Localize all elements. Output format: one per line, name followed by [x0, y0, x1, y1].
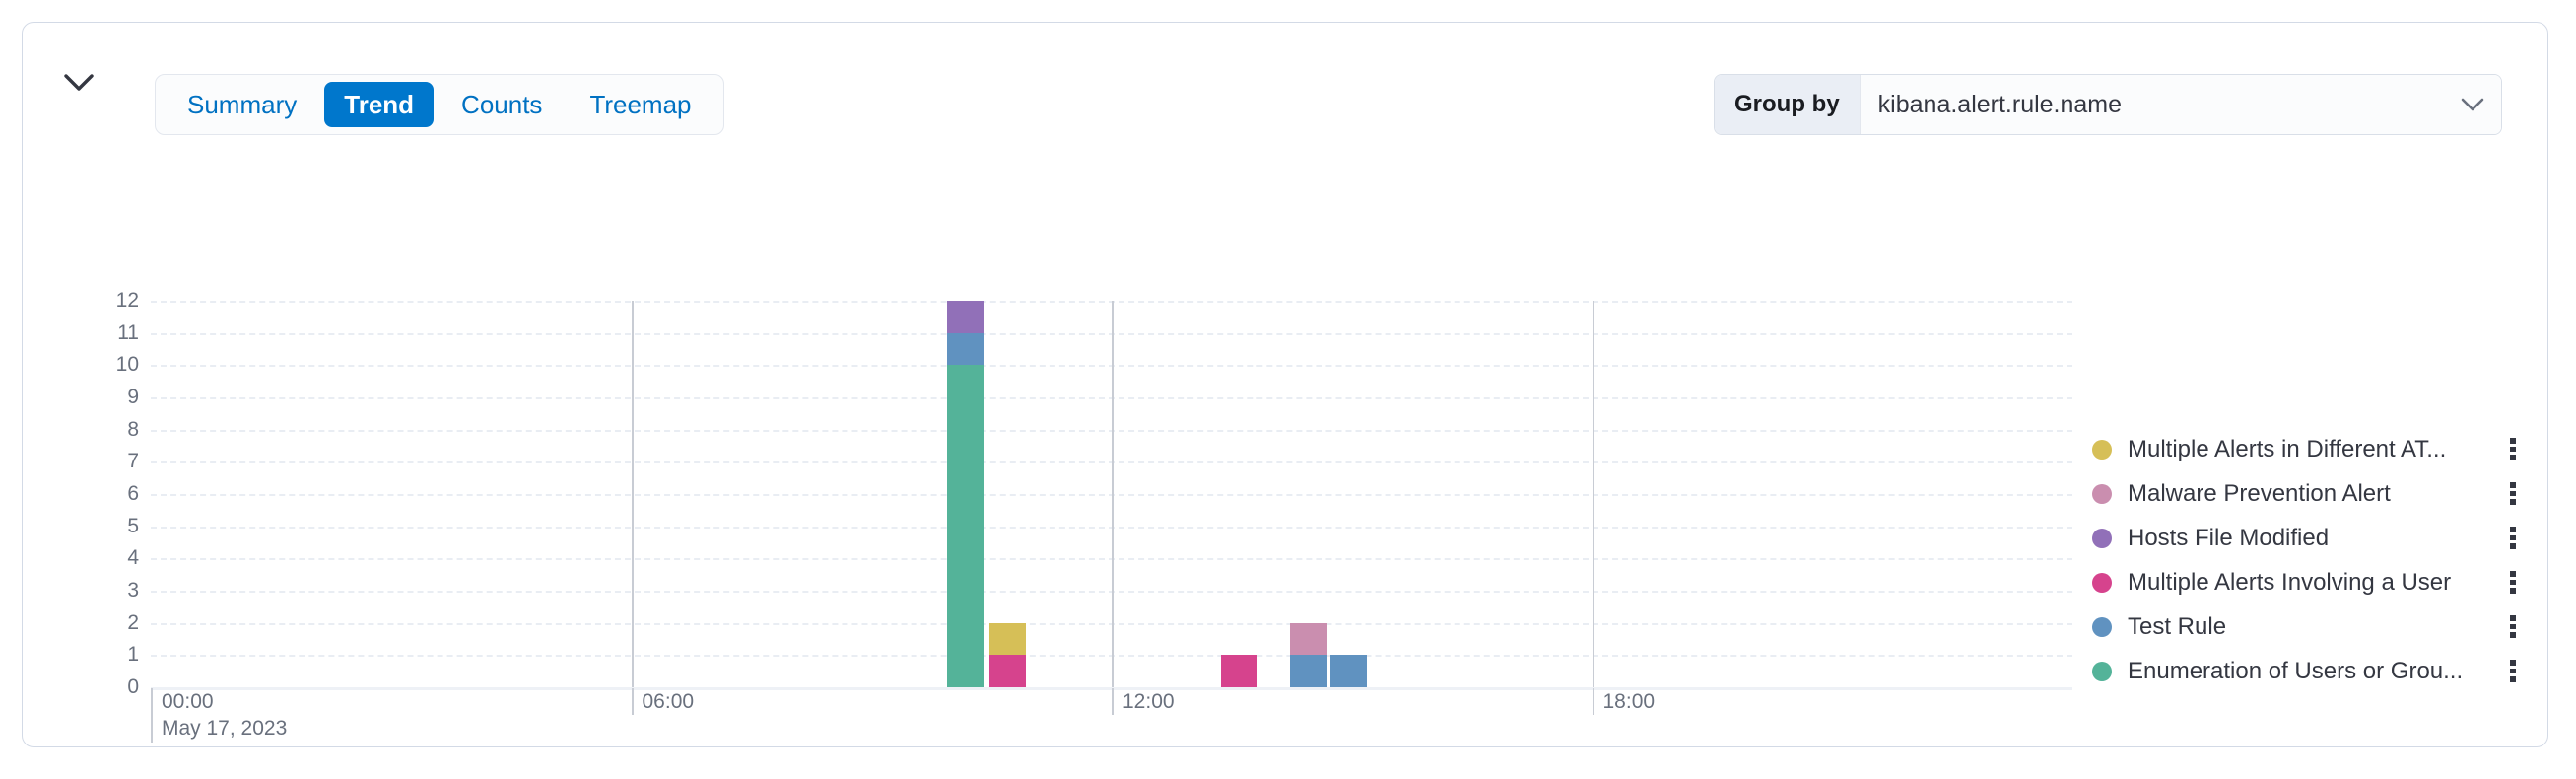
legend-item-label: Hosts File Modified — [2128, 524, 2330, 551]
legend-item-label: Test Rule — [2128, 612, 2227, 640]
gridline-vertical — [631, 301, 634, 687]
x-axis: 00:00 May 17, 2023 06:00 12:00 18:00 — [151, 688, 2072, 747]
more-actions-icon[interactable] — [2500, 481, 2526, 507]
chevron-down-icon[interactable] — [2444, 75, 2501, 134]
bar-segment[interactable] — [947, 301, 984, 333]
legend-color-dot — [2092, 439, 2112, 460]
bar-segment[interactable] — [1290, 655, 1327, 687]
x-axis-tick-time: 00:00 — [162, 690, 214, 713]
legend-item[interactable]: Multiple Alerts Involving a User — [2092, 560, 2526, 604]
legend-item[interactable]: Test Rule — [2092, 604, 2526, 649]
bar-segment[interactable] — [1220, 655, 1257, 687]
y-axis-tick: 9 — [127, 386, 139, 408]
trend-chart: 0 1 2 3 4 5 6 7 8 9 10 11 12 00:00 May 17, 2023 06:00 1… — [23, 151, 2547, 748]
more-actions-icon[interactable] — [2500, 526, 2526, 551]
gridline-vertical — [1112, 301, 1114, 687]
bar-segment[interactable] — [1290, 622, 1327, 656]
y-axis-tick: 11 — [117, 320, 139, 344]
legend-item[interactable]: Enumeration of Users or Grou... — [2092, 649, 2526, 693]
panel-header: Summary Trend Counts Treemap Group by kiban… — [23, 23, 2547, 151]
group-by-value[interactable]: kibana.alert.rule.name — [1860, 75, 2444, 134]
y-axis: 0 1 2 3 4 5 6 7 8 9 10 11 12 — [82, 289, 139, 698]
more-actions-icon[interactable] — [2500, 437, 2526, 462]
x-axis-tick-date: May 17, 2023 — [162, 717, 288, 741]
x-axis-tick: 00:00 May 17, 2023 — [151, 688, 287, 743]
legend-color-dot — [2092, 483, 2112, 504]
alerts-trend-panel: Summary Trend Counts Treemap Group by kiban… — [22, 22, 2548, 747]
legend-item[interactable]: Multiple Alerts in Different AT... — [2092, 427, 2526, 471]
legend-item[interactable]: Malware Prevention Alert — [2092, 471, 2526, 516]
x-axis-tick-time: 06:00 — [642, 690, 695, 713]
y-axis-tick: 5 — [127, 514, 139, 537]
plot-inner — [151, 301, 2072, 687]
legend-item-label: Malware Prevention Alert — [2128, 479, 2391, 507]
legend-item-label: Multiple Alerts Involving a User — [2128, 568, 2452, 596]
group-by-label: Group by — [1715, 75, 1861, 134]
x-axis-tick-time: 18:00 — [1602, 690, 1656, 713]
x-axis-tick: 06:00 — [631, 688, 695, 716]
y-axis-tick: 6 — [127, 482, 139, 505]
bar-segment[interactable] — [1329, 655, 1368, 687]
legend-item-label: Enumeration of Users or Grou... — [2128, 657, 2464, 684]
legend-item[interactable]: Hosts File Modified — [2092, 516, 2526, 560]
legend-item-label: Multiple Alerts in Different AT... — [2128, 435, 2447, 462]
plot-area — [151, 301, 2072, 690]
x-axis-tick: 18:00 — [1592, 688, 1656, 716]
y-axis-tick: 0 — [127, 675, 139, 698]
chevron-down-icon[interactable] — [58, 62, 100, 104]
y-axis-tick: 7 — [127, 450, 139, 473]
bar-segment[interactable] — [988, 655, 1027, 687]
y-axis-tick: 10 — [115, 353, 139, 377]
y-axis-tick: 8 — [127, 417, 139, 441]
legend-color-dot — [2092, 616, 2112, 637]
y-axis-tick: 1 — [127, 643, 139, 667]
view-tab-group[interactable]: Summary Trend Counts Treemap — [155, 74, 724, 135]
tab-trend[interactable]: Trend — [324, 81, 435, 128]
gridline-vertical — [1592, 301, 1594, 687]
legend-color-dot — [2092, 528, 2112, 548]
bar-segment[interactable] — [947, 365, 984, 687]
y-axis-tick: 3 — [127, 579, 139, 602]
chart-legend: Multiple Alerts in Different AT... Malwar… — [2092, 427, 2526, 693]
more-actions-icon[interactable] — [2500, 614, 2526, 640]
legend-color-dot — [2092, 572, 2112, 593]
tab-treemap[interactable]: Treemap — [589, 89, 692, 119]
tab-summary[interactable]: Summary — [187, 89, 298, 119]
y-axis-tick: 12 — [115, 289, 139, 312]
x-axis-tick-time: 12:00 — [1122, 690, 1175, 713]
y-axis-tick: 2 — [127, 610, 139, 634]
x-axis-tick: 12:00 — [1112, 688, 1175, 716]
y-axis-tick: 4 — [127, 546, 139, 570]
bar-segment[interactable] — [988, 622, 1027, 656]
legend-color-dot — [2092, 661, 2112, 681]
more-actions-icon[interactable] — [2500, 659, 2526, 684]
more-actions-icon[interactable] — [2500, 570, 2526, 596]
tab-counts[interactable]: Counts — [461, 89, 543, 119]
bar-segment[interactable] — [947, 332, 984, 366]
group-by-control[interactable]: Group by kibana.alert.rule.name — [1714, 74, 2502, 135]
